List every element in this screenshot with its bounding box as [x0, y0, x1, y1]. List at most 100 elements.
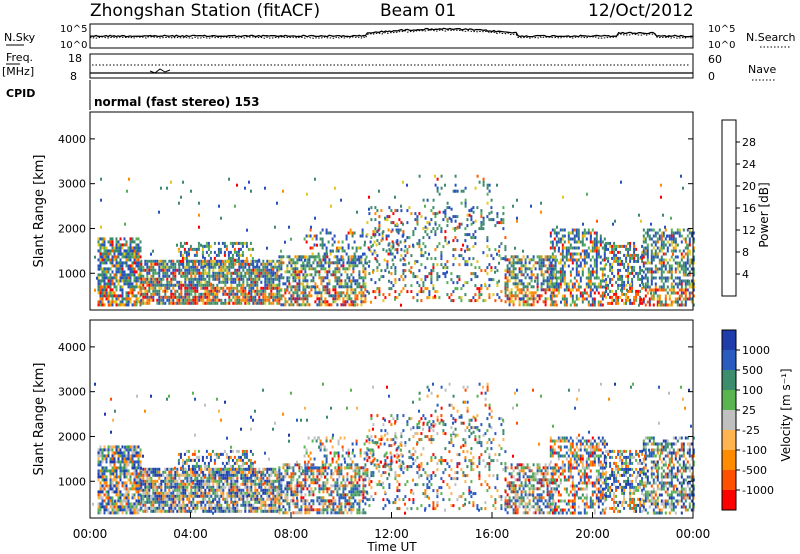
- velocity-cell-903: [224, 479, 227, 483]
- velocity-cell-758: [200, 482, 203, 486]
- power-cell-772: [204, 295, 207, 299]
- power-cell-2551: [524, 276, 527, 280]
- power-cell-1430: [294, 264, 297, 268]
- velocity-cell-140: [113, 457, 116, 461]
- power-cell-2458: [506, 294, 509, 298]
- velocity-cell-59: [103, 472, 106, 476]
- power-cell-509: [160, 283, 163, 287]
- power-cell-625: [180, 295, 183, 299]
- velocity-cell-921: [226, 509, 229, 513]
- power-cell-3393: [654, 252, 657, 256]
- power-cell-2952: [585, 285, 588, 289]
- velocity-cell-334: [135, 448, 138, 452]
- velocity-cell-686: [186, 488, 189, 492]
- velocity-cell-303: [131, 472, 134, 476]
- power-cell-2586: [532, 255, 535, 259]
- power-cell-692: [192, 265, 195, 269]
- velocity-cell-513: [158, 500, 161, 504]
- power-cell-1948: [372, 290, 375, 294]
- power-cell-159: [115, 240, 118, 244]
- velocity-cell-212: [121, 460, 124, 464]
- power-cell-2077: [412, 275, 415, 279]
- power-cell-1774: [360, 285, 363, 289]
- power-cell-2122: [424, 287, 427, 291]
- power-cell-854: [218, 274, 221, 278]
- power-cell-2158: [434, 233, 437, 237]
- power-cell-2564: [526, 297, 529, 301]
- power-cell-1383: [284, 297, 287, 301]
- power-cell-191: [117, 297, 120, 301]
- velocity-cell-418: [144, 485, 147, 489]
- velocity-cell-446: [148, 485, 151, 489]
- power-cell-3055: [599, 282, 602, 286]
- power-cell-2225: [456, 215, 459, 219]
- freq-tick-high: 18: [68, 52, 82, 65]
- power-cell-2589: [532, 273, 535, 277]
- velocity-cell-432: [146, 485, 149, 489]
- power-cell-808: [210, 292, 213, 296]
- power-cell-1849: [333, 255, 336, 259]
- power-cell-244: [125, 249, 128, 253]
- power-cell-497: [158, 286, 161, 290]
- velocity-cell-626: [176, 494, 179, 498]
- power-cell-538: [166, 262, 169, 266]
- power-cell-1698: [346, 261, 349, 265]
- power-cell-2503: [514, 294, 517, 298]
- power-cell-2727: [551, 300, 554, 304]
- power-cell-1250: [195, 247, 198, 251]
- power-cell-2633: [542, 276, 545, 280]
- velocity-cell-463: [150, 506, 153, 510]
- velocity-cell-649: [180, 494, 183, 498]
- velocity-cell-99: [107, 511, 110, 515]
- power-cell-559: [168, 301, 171, 305]
- power-cell-2086: [416, 221, 419, 225]
- power-cell-1285: [215, 259, 218, 263]
- power-cell-2339: [492, 278, 495, 282]
- power-cell-1952: [374, 227, 377, 231]
- power-cell-3504: [670, 231, 673, 235]
- power-cell-3137: [613, 256, 616, 260]
- velocity-cell-330: [133, 505, 136, 509]
- power-cell-982: [240, 298, 243, 302]
- power-cell-2729: [553, 231, 556, 235]
- power-cell-194: [119, 243, 122, 247]
- power-cell-613: [178, 295, 181, 299]
- power-cell-3795: [394, 195, 396, 199]
- power-cell-2501: [514, 285, 517, 289]
- velocity-cell-539: [164, 467, 167, 471]
- power-cell-835: [214, 298, 217, 302]
- power-cell-864: [220, 274, 223, 278]
- power-cell-2295: [478, 287, 481, 291]
- power-cell-2711: [549, 294, 552, 298]
- velocity-cell-242: [125, 445, 128, 449]
- power-cell-292: [129, 288, 132, 292]
- power-cell-3160: [617, 274, 620, 278]
- power-cell-2500: [514, 282, 517, 286]
- power-cell-3673: [692, 258, 695, 262]
- velocity-cell-883: [220, 494, 223, 498]
- power-cell-1258: [197, 262, 200, 266]
- power-cell-245: [125, 252, 128, 256]
- power-cell-1263: [201, 259, 204, 263]
- power-cell-1806: [305, 240, 308, 244]
- power-cell-2511: [516, 285, 519, 289]
- velocity-cell-248: [125, 466, 128, 470]
- power-cell-2386: [436, 177, 439, 181]
- power-cell-2703: [549, 231, 552, 235]
- velocity-cell-32: [99, 502, 102, 506]
- power-cell-1158: [270, 271, 273, 275]
- velocity-cell-557: [166, 485, 169, 489]
- power-cell-2461: [508, 261, 511, 265]
- power-cell-498: [158, 289, 161, 293]
- velocity-cell-36: [101, 448, 104, 452]
- power-cell-3238: [631, 265, 634, 269]
- velocity-cell-862: [218, 470, 221, 474]
- power-cell-1816: [313, 243, 316, 247]
- power-cell-2746: [555, 270, 558, 274]
- velocity-cell-80: [105, 490, 108, 494]
- power-cell-2636: [542, 288, 545, 292]
- power-cell-1408: [290, 267, 293, 271]
- power-cell-1115: [264, 262, 267, 266]
- velocity-cell-161: [115, 475, 118, 479]
- power-cell-2296: [478, 290, 481, 294]
